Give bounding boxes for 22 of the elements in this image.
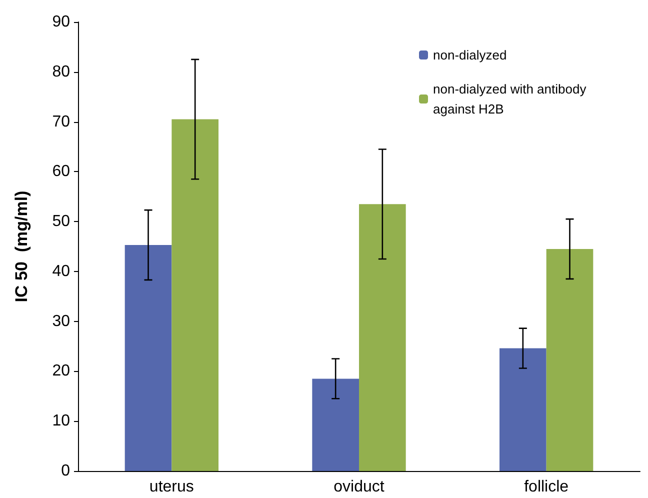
y-tick-label: 90 [52, 14, 70, 30]
bar [172, 119, 218, 471]
x-tick-label: follicle [524, 478, 569, 496]
bar [500, 348, 546, 471]
y-tick-label: 70 [52, 113, 70, 130]
y-tick-label: 30 [52, 312, 70, 330]
y-tick-label: 40 [52, 262, 70, 280]
y-axis-title: IC 50 (mg/ml) [12, 190, 31, 302]
y-tick-label: 20 [52, 362, 70, 380]
y-tick-label: 60 [52, 163, 70, 180]
y-tick-label: 80 [52, 63, 70, 80]
y-tick-label: 0 [61, 462, 70, 480]
bar [546, 248, 594, 471]
bar [124, 245, 172, 471]
y-tick-label: 10 [52, 412, 70, 430]
x-tick-label: oviduct [334, 478, 385, 496]
y-tick-label: 50 [52, 213, 70, 230]
legend-label: non-dialyzed [433, 48, 507, 62]
legend-label: non-dialyzed with antibody against H2B [433, 82, 590, 116]
x-tick-label: uterus [149, 478, 194, 496]
bar [359, 204, 406, 471]
bar [312, 378, 359, 471]
